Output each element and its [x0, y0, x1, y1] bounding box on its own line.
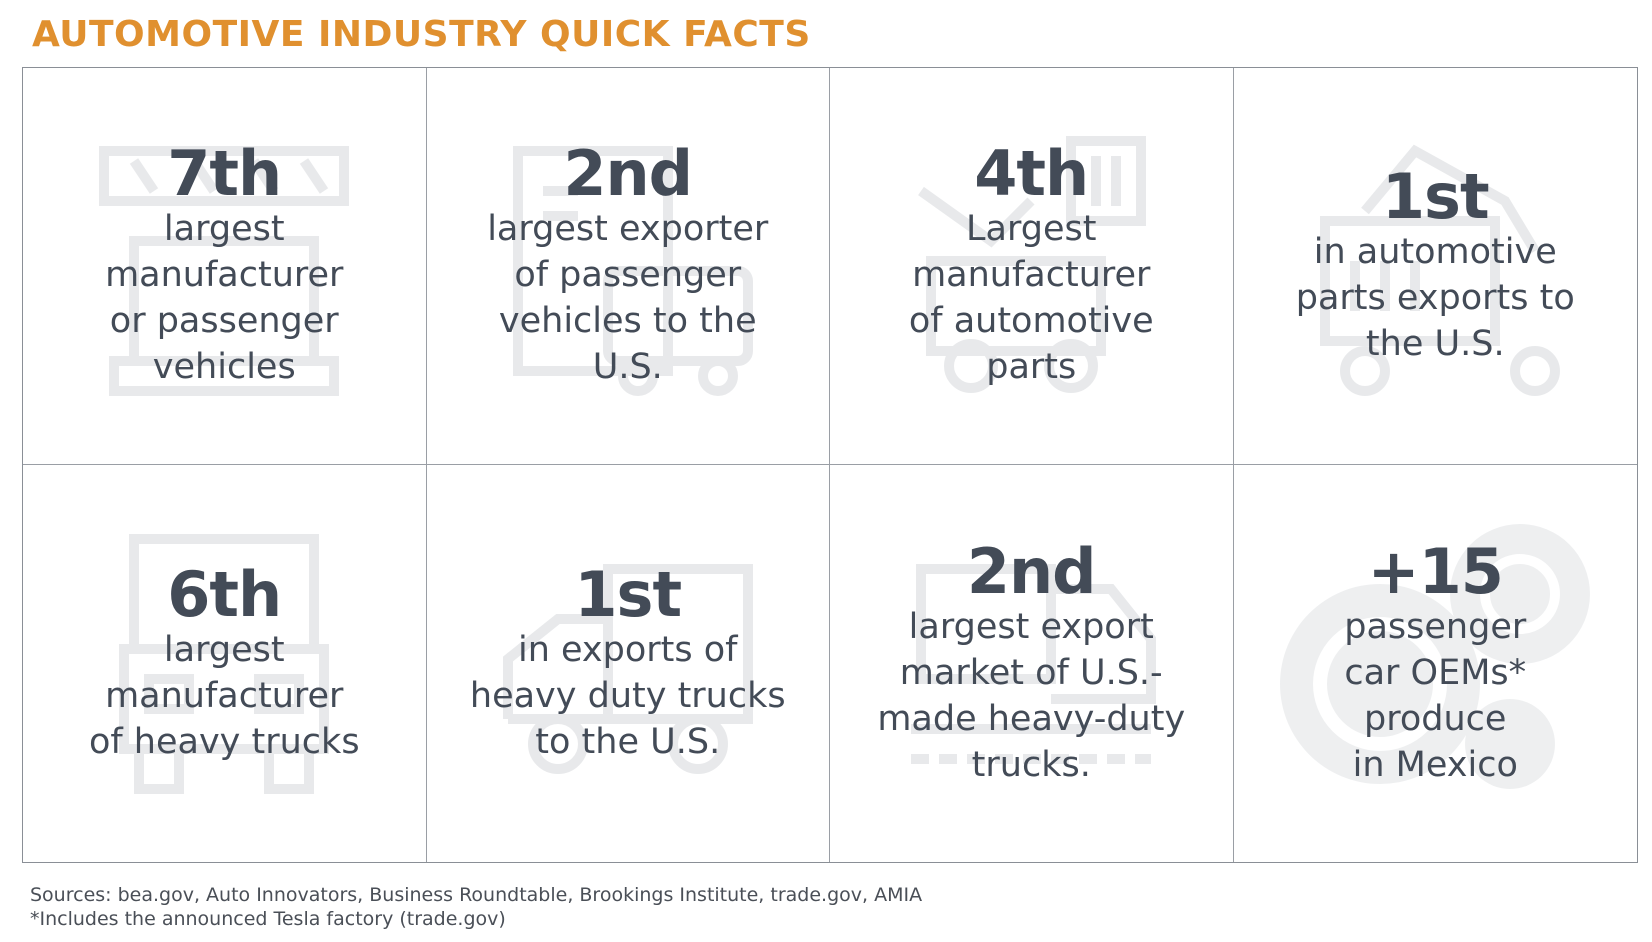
fact-card: 1st in automotive parts exports to the U…: [1233, 68, 1637, 465]
fact-description-line: manufacturer: [105, 255, 344, 295]
fact-rank: 6th: [167, 557, 282, 631]
fact-description-line: largest: [163, 629, 285, 670]
wrench-truck-icon: [918, 136, 1147, 393]
truck-front-icon: [119, 533, 330, 794]
fact-description-line: car OEMs*: [1344, 652, 1527, 693]
fact-description-line: manufacturer: [105, 675, 344, 716]
fact-description-line: vehicles to the: [498, 301, 757, 341]
fact-description-line: made heavy-duty: [877, 698, 1186, 739]
facts-grid: 7th largest manufacturer or passenger ve…: [22, 67, 1638, 863]
fact-description-line: parts exports to: [1295, 278, 1575, 318]
fact-description-line: parts: [986, 347, 1077, 387]
fact-description-line: produce: [1364, 698, 1507, 739]
page-title: AUTOMOTIVE INDUSTRY QUICK FACTS: [32, 14, 811, 55]
fact-card: 1st in exports of heavy duty trucks to t…: [427, 465, 830, 862]
tanker-truck-icon: [911, 563, 1157, 764]
document-car-icon: [512, 146, 753, 396]
fact-card: 2nd largest export market of U.S.- made …: [830, 465, 1234, 862]
fact-description-line: heavy duty trucks: [469, 675, 786, 716]
fact-card: 4th Largest manufacturer of automotive p…: [830, 68, 1234, 465]
fact-rank: 2nd: [563, 137, 693, 210]
fact-rank: +15: [1367, 534, 1504, 608]
fact-rank: 1st: [1381, 160, 1490, 233]
fact-description-line: in automotive: [1313, 232, 1557, 272]
footer: Sources: bea.gov, Auto Innovators, Busin…: [30, 883, 922, 931]
fact-description-line: the U.S.: [1365, 324, 1505, 364]
fact-description-line: trucks.: [971, 744, 1091, 785]
fact-description-line: to the U.S.: [535, 721, 721, 762]
fact-description-line: largest export: [908, 606, 1154, 647]
fact-description-line: manufacturer: [912, 255, 1151, 295]
fact-description-line: in exports of: [517, 629, 738, 670]
fact-card: 2nd largest exporter of passenger vehicl…: [426, 68, 830, 465]
fact-description-line: of automotive: [908, 301, 1154, 341]
footnote-text: *Includes the announced Tesla factory (t…: [30, 908, 506, 930]
truck-side-icon: [502, 563, 753, 774]
fact-description-line: largest: [163, 209, 285, 249]
robot-arm-icon: [1320, 144, 1561, 396]
fact-description-line: U.S.: [592, 347, 663, 387]
fact-description-line: vehicles: [152, 347, 296, 387]
fact-description-line: largest exporter: [487, 209, 769, 249]
sources-text: Sources: bea.gov, Auto Innovators, Busin…: [30, 884, 923, 906]
fact-card: +15 passenger car OEMs* produce in Mexic…: [1234, 465, 1638, 862]
factory-conveyor-icon: [99, 146, 350, 396]
fact-description-line: passenger: [1344, 606, 1527, 647]
fact-rank: 4th: [974, 137, 1089, 210]
fact-card: 6th largest manufacturer of heavy trucks: [23, 465, 427, 862]
fact-rank: 1st: [574, 557, 682, 631]
fact-card: 7th largest manufacturer or passenger ve…: [23, 68, 427, 465]
fact-description-line: of heavy trucks: [88, 721, 360, 762]
fact-description-line: of passenger: [514, 255, 742, 295]
fact-description-line: market of U.S.-: [899, 652, 1163, 693]
fact-description-line: or passenger: [109, 301, 339, 341]
fact-rank: 7th: [167, 137, 282, 210]
fact-description-line: in Mexico: [1352, 744, 1518, 785]
fact-description-line: Largest: [966, 209, 1097, 249]
fact-rank: 2nd: [966, 534, 1097, 608]
gears-icon: [1280, 523, 1591, 789]
